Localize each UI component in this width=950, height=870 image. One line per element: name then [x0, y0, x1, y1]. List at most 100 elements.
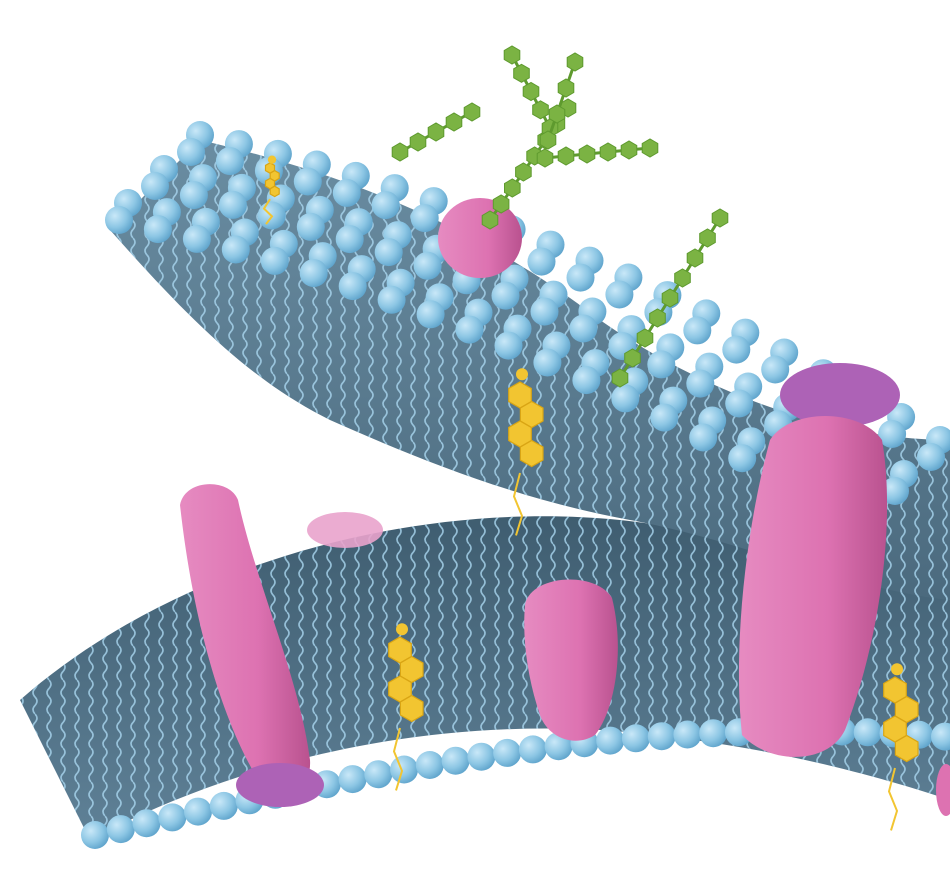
lipid-head — [209, 791, 238, 820]
sugar-unit — [515, 162, 532, 182]
cholesterol-head — [267, 155, 277, 164]
sugar-unit — [641, 138, 659, 158]
cholesterol-group — [262, 155, 919, 831]
lipid-head — [572, 366, 601, 395]
lipid-head — [81, 821, 109, 849]
lipid-head — [182, 224, 211, 253]
sugar-unit — [611, 368, 629, 388]
sugar-unit — [557, 146, 575, 166]
lipid-head — [725, 389, 754, 418]
lipid-head — [566, 263, 595, 292]
peripheral-protein — [438, 198, 522, 278]
sugar-unit — [566, 52, 584, 72]
glycan-chain — [536, 138, 659, 168]
sugar-unit — [636, 328, 654, 348]
glycan-chain — [539, 52, 584, 150]
glycan-chain — [503, 45, 559, 138]
lipid-head — [132, 809, 161, 838]
lipid-head — [611, 384, 640, 413]
glycan-chains — [391, 45, 729, 388]
lipid-head — [374, 238, 403, 267]
cholesterol-tail — [512, 472, 524, 536]
lipid-head — [441, 746, 470, 775]
lipid-head — [931, 722, 950, 751]
lipid-head — [215, 147, 244, 176]
lipid-head — [416, 300, 445, 329]
sugar-unit — [391, 142, 409, 162]
lipid-head — [647, 722, 676, 751]
lipid-head — [296, 212, 325, 241]
lipid-head — [518, 735, 547, 764]
lipid-head — [853, 718, 882, 747]
lipid-head — [184, 797, 212, 826]
sugar-unit — [711, 208, 729, 228]
lipid-head — [881, 477, 909, 505]
lipid-head — [699, 719, 728, 748]
lipid-head — [141, 172, 169, 200]
cholesterol-tail — [887, 767, 899, 831]
integral-protein — [524, 579, 618, 741]
lipid-head — [338, 765, 367, 794]
lipid-head — [494, 331, 523, 360]
sterol-ring — [399, 694, 424, 723]
sugar-unit — [504, 178, 521, 198]
sterol-ring — [894, 734, 919, 763]
sugar-unit — [522, 81, 540, 102]
sugar-unit — [620, 140, 638, 160]
glycan-chain — [611, 208, 729, 388]
lipid-head — [650, 403, 679, 432]
sugar-unit — [699, 228, 716, 248]
cholesterol-head — [891, 663, 903, 676]
lipid-head — [335, 225, 364, 254]
lipid-head — [689, 423, 718, 452]
sugar-unit — [427, 122, 445, 142]
cholesterol-tail — [392, 727, 404, 791]
lipid-head — [106, 815, 135, 844]
lipid-head — [218, 190, 247, 219]
cholesterol-molecule — [883, 663, 919, 831]
lipid-head — [761, 355, 790, 384]
sugar-unit — [661, 288, 679, 308]
lipid-head — [533, 348, 562, 377]
integral-protein — [180, 484, 311, 794]
sugar-unit — [409, 132, 427, 152]
cholesterol-head — [516, 368, 528, 381]
lipid-head — [605, 280, 634, 309]
sugar-unit — [481, 210, 499, 230]
lipid-head — [332, 178, 361, 207]
peripheral-protein — [307, 512, 383, 548]
sugar-unit — [539, 130, 557, 150]
lipid-head — [728, 444, 757, 473]
glycan-chain — [391, 102, 481, 162]
sugar-unit — [599, 142, 617, 162]
lipid-head — [527, 247, 556, 276]
lipid-head — [390, 755, 419, 784]
cholesterol-molecule — [508, 368, 544, 536]
sugar-unit — [578, 144, 596, 164]
upper-bilayer — [105, 121, 950, 600]
lipid-head — [493, 738, 522, 767]
lipid-head — [722, 335, 751, 364]
sugar-unit — [686, 248, 704, 268]
lipid-head — [143, 215, 172, 244]
integral-protein — [738, 416, 888, 757]
lipid-head — [293, 167, 322, 196]
lipid-head — [569, 314, 598, 343]
lipid-head — [260, 246, 289, 275]
lipid-head — [179, 181, 208, 210]
sterol-ring — [269, 185, 280, 198]
lipid-head — [878, 420, 907, 448]
lipid-head — [158, 803, 187, 832]
lipid-head — [105, 206, 133, 234]
lipid-head — [686, 369, 715, 398]
lipid-head — [491, 281, 520, 310]
sugar-unit — [492, 194, 510, 214]
sugar-unit — [503, 45, 521, 65]
lipid-head — [621, 724, 650, 753]
peripheral-protein — [236, 763, 324, 807]
lipid-head — [299, 259, 328, 288]
lipid-head — [683, 316, 712, 345]
sugar-unit — [532, 100, 549, 120]
sugar-unit — [557, 78, 575, 98]
